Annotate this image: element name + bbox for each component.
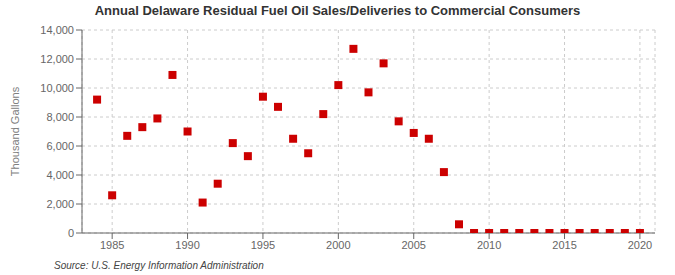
svg-text:14,000: 14,000	[40, 24, 74, 36]
html-text:Source: U.S. Energy Informatio: Source: U.S. Energy Information Administ…	[54, 260, 264, 271]
svg-text:1995: 1995	[251, 239, 275, 251]
html-text:Annual Delaware Residual Fuel: Annual Delaware Residual Fuel Oil Sales/…	[94, 3, 581, 18]
svg-text:0: 0	[68, 227, 74, 239]
svg-text:2005: 2005	[401, 239, 425, 251]
svg-text:2,000: 2,000	[46, 198, 74, 210]
svg-text:2015: 2015	[552, 239, 576, 251]
svg-text:12,000: 12,000	[40, 53, 74, 65]
svg-text:2010: 2010	[477, 239, 501, 251]
svg-text:4,000: 4,000	[46, 169, 74, 181]
svg-text:2020: 2020	[628, 239, 652, 251]
svg-text:2000: 2000	[326, 239, 350, 251]
svg-text:8,000: 8,000	[46, 111, 74, 123]
svg-text:1985: 1985	[100, 239, 124, 251]
svg-text:Thousand Gallons: Thousand Gallons	[9, 86, 21, 176]
svg-text:6,000: 6,000	[46, 140, 74, 152]
svg-text:10,000: 10,000	[40, 82, 74, 94]
svg-text:1990: 1990	[175, 239, 199, 251]
